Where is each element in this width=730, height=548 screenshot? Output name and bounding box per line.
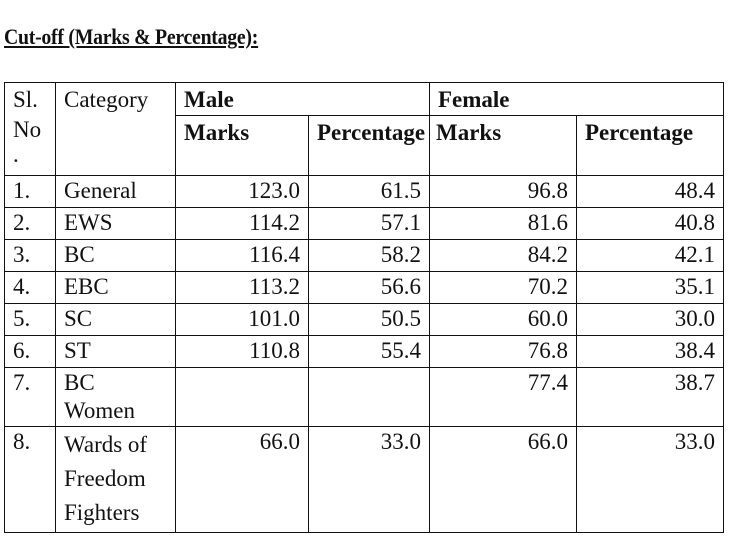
table-row: 1. General 123.0 61.5 96.8 48.4 (4, 175, 725, 208)
male-percentage-cell: 57.1 (308, 207, 430, 240)
male-percentage-cell: 50.5 (308, 303, 430, 336)
category-cell: SC (55, 303, 176, 336)
category-line: Freedom (64, 466, 146, 491)
category-header: Category (55, 82, 176, 176)
header-row-1: Sl. No. Category Male Female (4, 81, 725, 176)
table-body: 1. General 123.0 61.5 96.8 48.4 2. EWS 114.2 57.1… (4, 175, 725, 533)
female-percentage-cell: 35.1 (575, 271, 725, 304)
sl-no-cell: 4. (4, 271, 56, 304)
female-percentage-cell: 48.4 (575, 175, 725, 208)
sl-no-header-line: No (13, 117, 42, 142)
female-marks-cell: 76.8 (429, 335, 577, 368)
table-row: 2. EWS 114.2 57.1 81.6 40.8 (4, 207, 725, 240)
table-row: 5. SC 101.0 50.5 60.0 30.0 (4, 303, 725, 336)
female-percentage-cell: 33.0 (575, 426, 725, 533)
sl-no-cell: 5. (4, 303, 56, 336)
male-percentage-cell: 56.6 (308, 271, 430, 304)
female-percentage-header: Percentage (575, 115, 725, 176)
category-cell: EWS (55, 207, 176, 240)
male-percentage-cell: 61.5 (308, 175, 430, 208)
category-cell: Wards of Freedom Fighters (55, 426, 176, 533)
page-title: Cut-off (Marks & Percentage): (4, 24, 259, 49)
sl-no-cell: 2. (4, 207, 56, 240)
male-percentage-cell: 33.0 (308, 426, 430, 533)
female-marks-cell: 96.8 (429, 175, 577, 208)
category-cell: BC Women (55, 367, 176, 427)
sl-no-header-line: . (13, 142, 19, 167)
male-marks-header: Marks (175, 115, 309, 176)
sl-no-cell: 3. (4, 239, 56, 272)
male-percentage-cell (308, 367, 430, 427)
female-marks-header: Marks (429, 115, 577, 176)
table-row: 7. BC Women 77.4 38.7 (4, 367, 725, 427)
male-marks-cell: 113.2 (175, 271, 309, 304)
female-marks-cell: 66.0 (429, 426, 577, 533)
sl-no-header-line: Sl. (13, 87, 38, 112)
male-marks-cell (175, 367, 309, 427)
table-row: 3. BC 116.4 58.2 84.2 42.1 (4, 239, 725, 272)
female-percentage-cell: 38.7 (575, 367, 725, 427)
female-header: Female (428, 81, 725, 117)
male-marks-cell: 101.0 (175, 303, 309, 336)
sl-no-cell: 8. (4, 426, 56, 533)
male-marks-cell: 123.0 (175, 175, 309, 208)
female-marks-cell: 84.2 (429, 239, 577, 272)
male-percentage-header: Percentage (308, 115, 430, 176)
male-percentage-cell: 58.2 (308, 239, 430, 272)
table-row: 4. EBC 113.2 56.6 70.2 35.1 (4, 271, 725, 304)
male-marks-cell: 110.8 (175, 335, 309, 368)
female-percentage-cell: 42.1 (575, 239, 725, 272)
category-cell: BC (55, 239, 176, 272)
cutoff-table: Sl. No. Category Male Female Marks Percen… (4, 81, 725, 533)
female-percentage-cell: 38.4 (575, 335, 725, 368)
sl-no-cell: 1. (4, 175, 56, 208)
male-marks-cell: 66.0 (175, 426, 309, 533)
male-marks-cell: 114.2 (175, 207, 309, 240)
female-percentage-cell: 30.0 (575, 303, 725, 336)
female-marks-cell: 70.2 (429, 271, 577, 304)
male-percentage-cell: 55.4 (308, 335, 430, 368)
category-cell: ST (55, 335, 176, 368)
category-line: Fighters (64, 500, 140, 525)
female-marks-cell: 77.4 (429, 367, 577, 427)
male-header: Male (175, 81, 430, 117)
category-line: Wards of (64, 432, 148, 457)
female-percentage-cell: 40.8 (575, 207, 725, 240)
female-marks-cell: 60.0 (429, 303, 577, 336)
table-row: 6. ST 110.8 55.4 76.8 38.4 (4, 335, 725, 368)
male-marks-cell: 116.4 (175, 239, 309, 272)
sl-no-cell: 7. (4, 367, 56, 427)
category-cell: General (55, 175, 176, 208)
sl-no-header-text: Sl. No. (13, 85, 49, 167)
sl-no-header: Sl. No. (4, 82, 56, 176)
female-marks-cell: 81.6 (429, 207, 577, 240)
sl-no-cell: 6. (4, 335, 56, 368)
category-cell: EBC (55, 271, 176, 304)
table-row: 8. Wards of Freedom Fighters 66.0 33.0 66.0 33.… (4, 426, 725, 533)
